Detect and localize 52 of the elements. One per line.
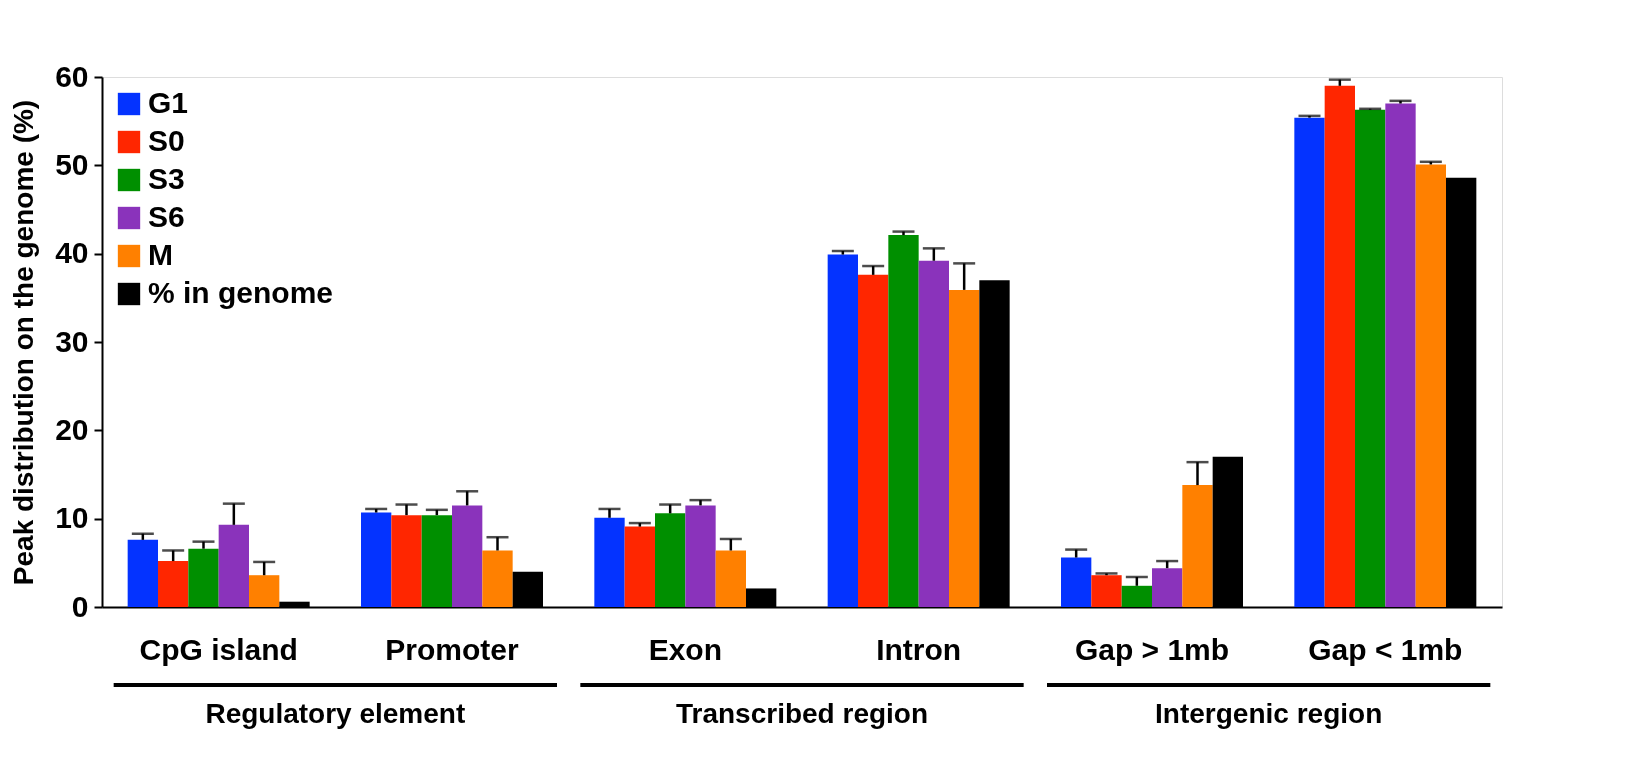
bar bbox=[594, 517, 625, 607]
x-tick-label: CpG island bbox=[139, 632, 298, 666]
x-tick-label: Exon bbox=[648, 632, 723, 666]
bar bbox=[685, 505, 716, 607]
x-tick-label: Intron bbox=[876, 632, 962, 666]
bar bbox=[218, 524, 249, 607]
text: Intergenic region bbox=[1155, 698, 1383, 729]
bar bbox=[918, 260, 949, 607]
bar bbox=[624, 526, 655, 607]
bar bbox=[1152, 568, 1183, 607]
bar bbox=[127, 539, 158, 607]
text: Regulatory element bbox=[205, 698, 466, 729]
bar bbox=[1121, 585, 1152, 607]
x-tick-label: Gap < 1mb bbox=[1308, 632, 1463, 666]
bar bbox=[1294, 117, 1325, 607]
legend-label: G1 bbox=[148, 86, 189, 119]
bar bbox=[1091, 575, 1122, 607]
bar bbox=[1355, 109, 1386, 607]
bar bbox=[361, 512, 392, 607]
y-tick-label: 20 bbox=[55, 412, 89, 446]
bar bbox=[1415, 164, 1446, 607]
bar bbox=[949, 289, 980, 607]
bar bbox=[1061, 557, 1092, 607]
bar bbox=[1324, 85, 1355, 607]
legend-label: S0 bbox=[148, 124, 185, 157]
bar bbox=[249, 575, 280, 607]
x-tick-label: Gap > 1mb bbox=[1074, 632, 1230, 666]
legend-label: % in genome bbox=[148, 276, 334, 309]
bar bbox=[1385, 103, 1416, 607]
bar bbox=[1182, 485, 1213, 607]
bar bbox=[158, 561, 189, 607]
y-tick-label: 30 bbox=[55, 324, 89, 358]
legend-label: S3 bbox=[148, 162, 185, 195]
bar bbox=[827, 254, 858, 607]
bar bbox=[482, 550, 513, 607]
bar bbox=[188, 548, 219, 607]
bar bbox=[391, 515, 422, 607]
y-tick-label: 60 bbox=[55, 59, 89, 93]
bar bbox=[421, 515, 452, 607]
bar bbox=[452, 505, 483, 607]
y-tick-label: 10 bbox=[55, 501, 89, 535]
y-tick-label: 40 bbox=[55, 236, 89, 270]
bar bbox=[858, 274, 889, 607]
legend-label: S6 bbox=[148, 200, 185, 233]
y-tick-label: 0 bbox=[71, 589, 89, 623]
bar bbox=[655, 513, 686, 607]
legend-label: M bbox=[148, 238, 173, 271]
x-tick-label: Promoter bbox=[385, 632, 519, 666]
text: Transcribed region bbox=[675, 698, 929, 729]
y-tick-label: 50 bbox=[55, 147, 89, 181]
bar bbox=[715, 550, 746, 607]
y-axis-title: Peak distribution on the genome (%) bbox=[8, 99, 40, 586]
